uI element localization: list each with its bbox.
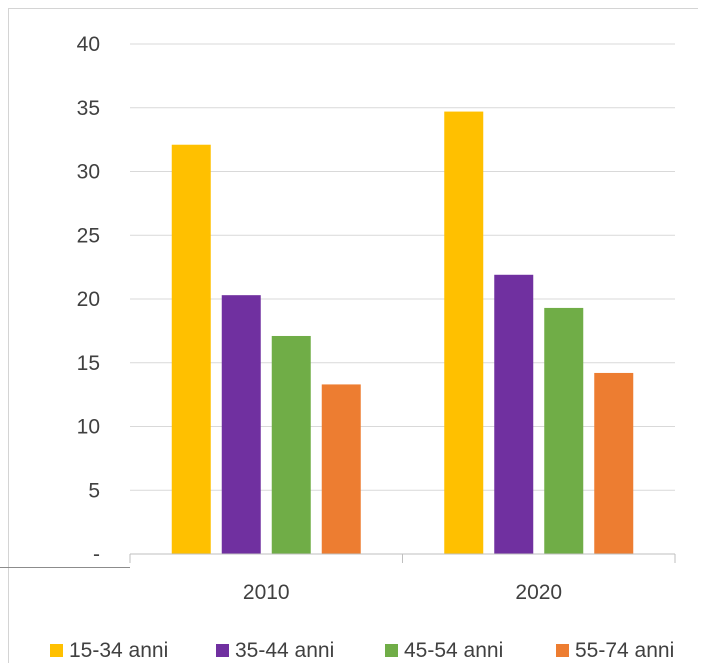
- y-tick-label: 25: [77, 224, 100, 247]
- y-tick-label: 10: [77, 416, 100, 439]
- bar-45-54-anni-2010: [271, 335, 311, 554]
- bar-55-74-anni-2020: [594, 372, 634, 554]
- bar-15-34-anni-2020: [444, 111, 484, 554]
- legend-label: 45-54 anni: [404, 639, 503, 662]
- legend-label: 55-74 anni: [575, 639, 674, 662]
- y-tick-label: 30: [77, 161, 100, 184]
- y-tick-label: 5: [88, 479, 100, 502]
- legend-label: 15-34 anni: [69, 639, 168, 662]
- bar-55-74-anni-2010: [321, 384, 361, 554]
- y-tick-label: 20: [77, 288, 100, 311]
- bar-35-44-anni-2010: [221, 295, 261, 554]
- bar-15-34-anni-2010: [171, 144, 211, 554]
- y-tick-label: 35: [77, 97, 100, 120]
- y-tick-label: 40: [77, 33, 100, 56]
- y-tick-label: 15: [77, 352, 100, 375]
- legend-swatch: [556, 644, 569, 657]
- y-tick-label: -: [93, 543, 100, 566]
- bar-35-44-anni-2020: [494, 274, 534, 554]
- legend-swatch: [385, 644, 398, 657]
- legend-label: 35-44 anni: [235, 639, 334, 662]
- legend-swatch: [50, 644, 63, 657]
- chart-area-border: [8, 8, 698, 663]
- x-tick-label: 2010: [243, 581, 290, 604]
- legend-swatch: [216, 644, 229, 657]
- divider-line: [0, 567, 130, 568]
- x-tick-label: 2020: [515, 581, 562, 604]
- bar-45-54-anni-2020: [544, 307, 584, 554]
